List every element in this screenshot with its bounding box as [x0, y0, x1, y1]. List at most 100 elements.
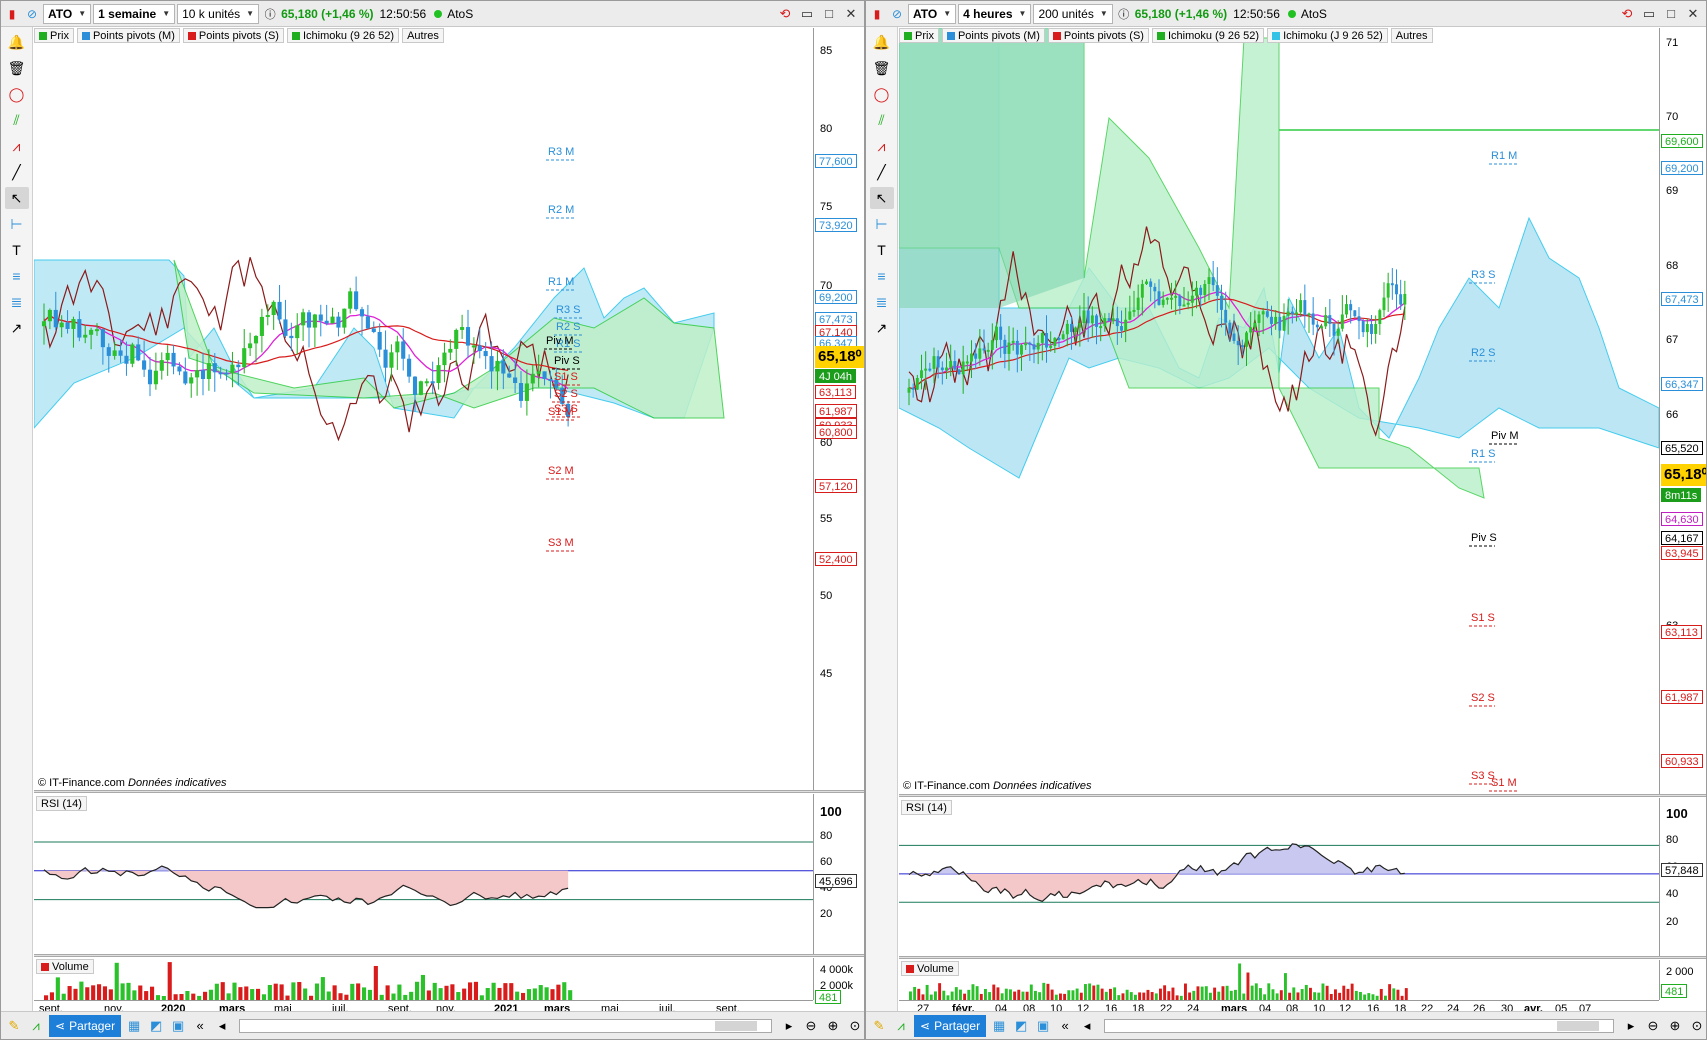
pencil-icon[interactable]: ✎	[873, 1017, 885, 1033]
scroll-right-icon[interactable]: ▸	[785, 1017, 793, 1033]
compare-icon[interactable]: ◩	[149, 1017, 163, 1033]
channel-tool-icon[interactable]: ⫽	[878, 111, 885, 128]
volume-bar	[1363, 994, 1367, 1000]
layout-icon[interactable]: ▦	[127, 1017, 141, 1033]
legend-item[interactable]: Ichimoku (9 26 52)	[286, 28, 400, 43]
legend-item[interactable]: Ichimoku (9 26 52)	[1151, 28, 1265, 43]
line-tool-icon[interactable]: ╱	[877, 163, 886, 180]
scroll-left-icon[interactable]: ◂	[218, 1017, 226, 1033]
minimize-button[interactable]: ▭	[800, 5, 814, 21]
trash-icon[interactable]: 🗑	[7, 59, 26, 76]
window-icon[interactable]: ▣	[1036, 1017, 1050, 1033]
info-icon[interactable]: ⓘ	[264, 8, 276, 21]
units-select[interactable]: 200 unités ▼	[1033, 3, 1113, 24]
maximize-button[interactable]: □	[1667, 5, 1675, 21]
candle	[1107, 312, 1111, 322]
ellipse-tool-icon[interactable]: ◯	[8, 85, 25, 102]
chart-type-icon[interactable]: ▮	[8, 6, 16, 21]
cursor-tool-icon[interactable]: ↖	[4, 187, 29, 209]
minimize-button[interactable]: ▭	[1642, 5, 1656, 21]
zoom-reset-icon[interactable]: ⊙	[849, 1017, 861, 1033]
legend-item[interactable]: Points pivots (S)	[182, 28, 284, 43]
legend-item[interactable]: Points pivots (S)	[1047, 28, 1149, 43]
scroll-left-fast-icon[interactable]: «	[196, 1018, 204, 1033]
legend-item[interactable]: Autres	[402, 28, 444, 43]
units-select[interactable]: 10 k unités ▼	[177, 3, 260, 24]
alert-bell-icon[interactable]: 🔔	[7, 33, 26, 50]
trash-icon[interactable]: 🗑	[872, 59, 891, 76]
rsi-tick-label: 80	[1666, 834, 1679, 846]
period-select[interactable]: 4 heures ▼	[958, 3, 1032, 24]
pencil-icon[interactable]: ✎	[8, 1017, 20, 1033]
legend-item[interactable]: Points pivots (M)	[76, 28, 180, 43]
legend-item[interactable]: Ichimoku (J 9 26 52)	[1267, 28, 1388, 43]
credit-text: © IT-Finance.com	[38, 777, 125, 789]
zoom-in-icon[interactable]: ⊕	[827, 1017, 839, 1033]
info-icon[interactable]: ⓘ	[1118, 8, 1130, 21]
close-button[interactable]: ✕	[845, 5, 857, 21]
rsi-plot[interactable]: RSI (14)	[34, 794, 813, 954]
price-plot[interactable]: R3 M R2 M R1 M R3 S R2 S R1 S Piv M Piv S S1 S S2…	[34, 28, 813, 790]
horizontal-line-icon[interactable]: ⊢	[10, 215, 23, 232]
line-tool-icon[interactable]: ╱	[12, 163, 21, 180]
refresh-icon[interactable]: ⟲	[1621, 5, 1633, 21]
price-axis[interactable]: 85807570656055504577,60073,92069,20067,4…	[813, 28, 864, 790]
pane-separator[interactable]	[899, 956, 1706, 959]
scroll-left-icon[interactable]: ◂	[1083, 1017, 1091, 1033]
share-button[interactable]: ⋖ Partager	[49, 1014, 122, 1037]
compare-icon[interactable]: ◩	[1014, 1017, 1028, 1033]
pane-separator[interactable]	[34, 954, 864, 957]
link-icon[interactable]: ⊘	[891, 6, 903, 21]
price-axis[interactable]: 71706968676665646369,60069,20067,47366,3…	[1659, 28, 1706, 794]
fibonacci-tool-icon[interactable]: ≡	[877, 268, 886, 284]
channel-tool-icon[interactable]: ⫽	[13, 111, 20, 128]
arrow-tool-icon[interactable]: ↗	[10, 319, 23, 336]
horizontal-line-icon[interactable]: ⊢	[875, 215, 888, 232]
refresh-icon[interactable]: ⟲	[779, 5, 791, 21]
zoom-reset-icon[interactable]: ⊙	[1691, 1017, 1703, 1033]
fan-tool-icon[interactable]: ⩘	[12, 137, 21, 154]
horizontal-scrollbar[interactable]	[239, 1018, 772, 1033]
scroll-right-icon[interactable]: ▸	[1627, 1017, 1635, 1033]
ellipse-tool-icon[interactable]: ◯	[873, 85, 890, 102]
cursor-tool-icon[interactable]: ↖	[869, 187, 894, 209]
candlestick-chart[interactable]	[34, 28, 813, 790]
zoom-in-icon[interactable]: ⊕	[1669, 1017, 1681, 1033]
candlestick-chart[interactable]	[899, 28, 1659, 794]
period-select[interactable]: 1 semaine ▼	[93, 3, 176, 24]
symbol-select[interactable]: ATO ▼	[908, 3, 957, 24]
zoom-out-icon[interactable]: ⊖	[805, 1017, 817, 1033]
alert-bell-icon[interactable]: 🔔	[872, 33, 891, 50]
legend-item[interactable]: Autres	[1390, 28, 1433, 43]
legend-item[interactable]: Prix	[34, 28, 74, 43]
fibonacci-tool-icon[interactable]: ≡	[12, 268, 21, 284]
fibonacci-fan-icon[interactable]: ≣	[875, 293, 888, 310]
indicator-icon[interactable]: ⩘	[32, 1017, 40, 1033]
share-button[interactable]: ⋖ Partager	[914, 1014, 987, 1037]
price-plot[interactable]: R1 M R3 S R2 S Piv M R1 S Piv S S1 S S2 S S3 S S1…	[899, 28, 1659, 794]
layout-icon[interactable]: ▦	[992, 1017, 1006, 1033]
scroll-left-fast-icon[interactable]: «	[1061, 1018, 1069, 1033]
horizontal-scrollbar[interactable]	[1104, 1018, 1614, 1033]
close-button[interactable]: ✕	[1687, 5, 1699, 21]
legend-item[interactable]: Points pivots (M)	[941, 28, 1045, 43]
link-icon[interactable]: ⊘	[26, 6, 38, 21]
pivot-label: R1 S	[1471, 448, 1496, 460]
text-tool-icon[interactable]: T	[12, 242, 21, 258]
pane-separator[interactable]	[34, 790, 864, 793]
zoom-out-icon[interactable]: ⊖	[1647, 1017, 1659, 1033]
indicator-icon[interactable]: ⩘	[897, 1017, 905, 1033]
volume-plot[interactable]: Volume	[899, 960, 1659, 1000]
legend-item[interactable]: Prix	[899, 28, 939, 43]
fibonacci-fan-icon[interactable]: ≣	[10, 293, 23, 310]
chart-type-icon[interactable]: ▮	[873, 6, 881, 21]
window-icon[interactable]: ▣	[171, 1017, 185, 1033]
rsi-plot[interactable]: RSI (14)	[899, 798, 1659, 956]
pane-separator[interactable]	[899, 794, 1706, 797]
arrow-tool-icon[interactable]: ↗	[875, 319, 888, 336]
volume-plot[interactable]: Volume	[34, 958, 813, 1000]
text-tool-icon[interactable]: T	[877, 242, 886, 258]
fan-tool-icon[interactable]: ⩘	[877, 137, 886, 154]
symbol-select[interactable]: ATO ▼	[43, 3, 92, 24]
maximize-button[interactable]: □	[825, 5, 833, 21]
